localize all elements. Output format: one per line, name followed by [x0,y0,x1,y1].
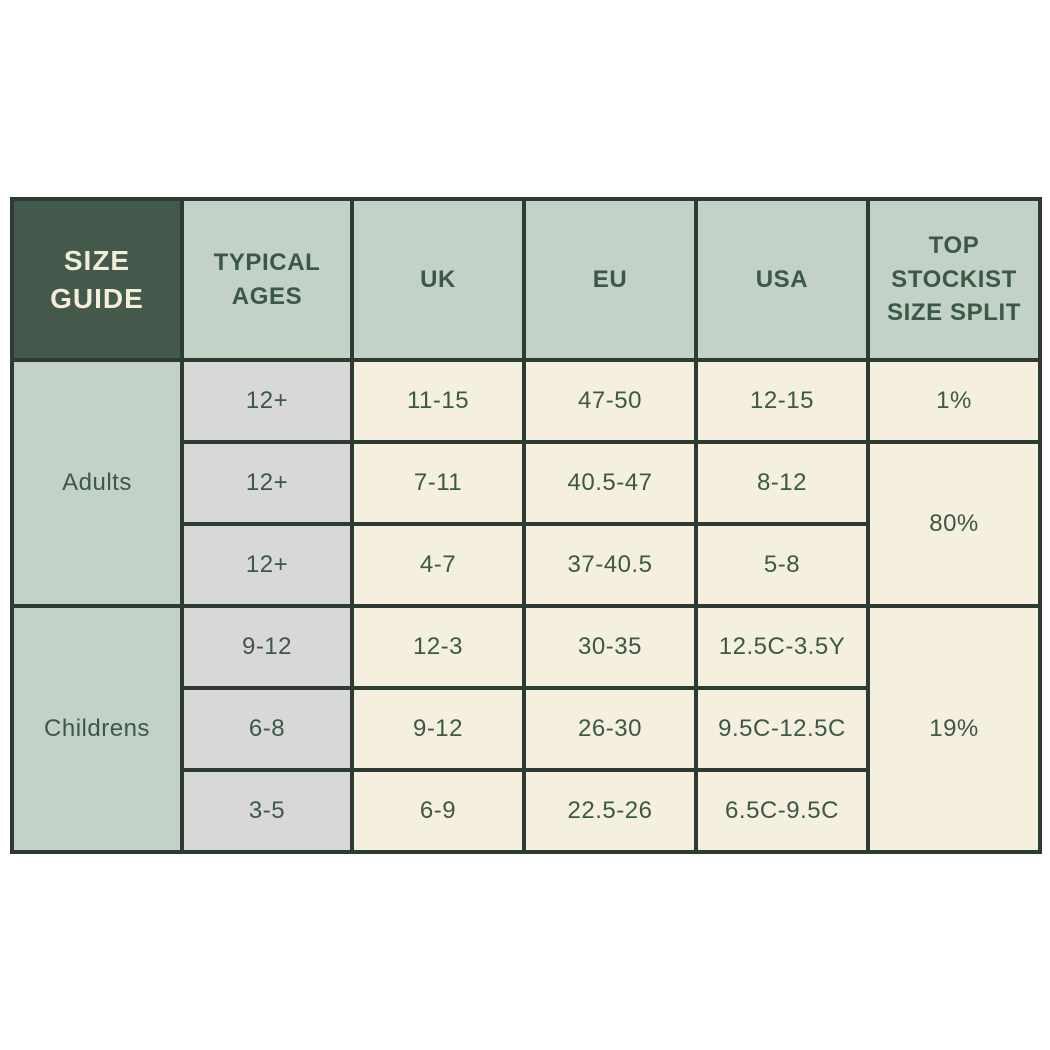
ages-cell: 9-12 [180,604,354,690]
table-row-adults-2: 12+ 7-11 40.5-47 8-12 80% [12,440,1042,608]
table-row-adults-3: 12+ 4-7 37-40.5 5-8 [12,522,1040,608]
eu-cell: 26-30 [522,686,698,772]
eu-cell: 47-50 [522,358,698,444]
uk-cell: 4-7 [350,522,526,608]
ages-cell: 12+ [180,522,354,608]
ages-cell: 12+ [180,440,354,526]
eu-cell: 30-35 [522,604,698,690]
header-cell-stockist-split: TOP STOCKIST SIZE SPLIT [866,197,1042,362]
uk-cell: 12-3 [350,604,526,690]
table-row-childrens-3: 3-5 6-9 22.5-26 6.5C-9.5C [12,768,1040,854]
split-cell-80pct: 80% [866,440,1042,608]
ages-cell: 12+ [180,358,354,444]
eu-cell: 22.5-26 [522,768,698,854]
uk-cell: 11-15 [350,358,526,444]
header-cell-uk: UK [350,197,526,362]
usa-cell: 8-12 [694,440,870,526]
usa-cell: 6.5C-9.5C [694,768,870,854]
split-cell-1pct: 1% [866,358,1042,444]
table-row-adults-1: Adults 12+ 11-15 47-50 12-15 1% [10,358,1042,608]
uk-cell: 6-9 [350,768,526,854]
header-row: SIZE GUIDE TYPICAL AGES UK EU USA TOP ST… [10,197,1042,362]
split-cell-19pct: 19% [866,604,1042,854]
group-cell-adults: Adults [10,358,184,608]
size-guide-table: SIZE GUIDE TYPICAL AGES UK EU USA TOP ST… [10,197,1042,854]
group-cell-childrens: Childrens [10,604,184,854]
header-cell-typical-ages: TYPICAL AGES [180,197,354,362]
usa-cell: 12.5C-3.5Y [694,604,870,690]
header-cell-eu: EU [522,197,698,362]
eu-cell: 37-40.5 [522,522,698,608]
usa-cell: 5-8 [694,522,870,608]
ages-cell: 6-8 [180,686,354,772]
usa-cell: 12-15 [694,358,870,444]
uk-cell: 9-12 [350,686,526,772]
ages-cell: 3-5 [180,768,354,854]
header-cell-size-guide: SIZE GUIDE [10,197,184,362]
table-row-childrens-1: Childrens 9-12 12-3 30-35 12.5C-3.5Y 19% [10,604,1042,854]
eu-cell: 40.5-47 [522,440,698,526]
table-row-childrens-2: 6-8 9-12 26-30 9.5C-12.5C [12,686,1040,772]
usa-cell: 9.5C-12.5C [694,686,870,772]
uk-cell: 7-11 [350,440,526,526]
header-cell-usa: USA [694,197,870,362]
